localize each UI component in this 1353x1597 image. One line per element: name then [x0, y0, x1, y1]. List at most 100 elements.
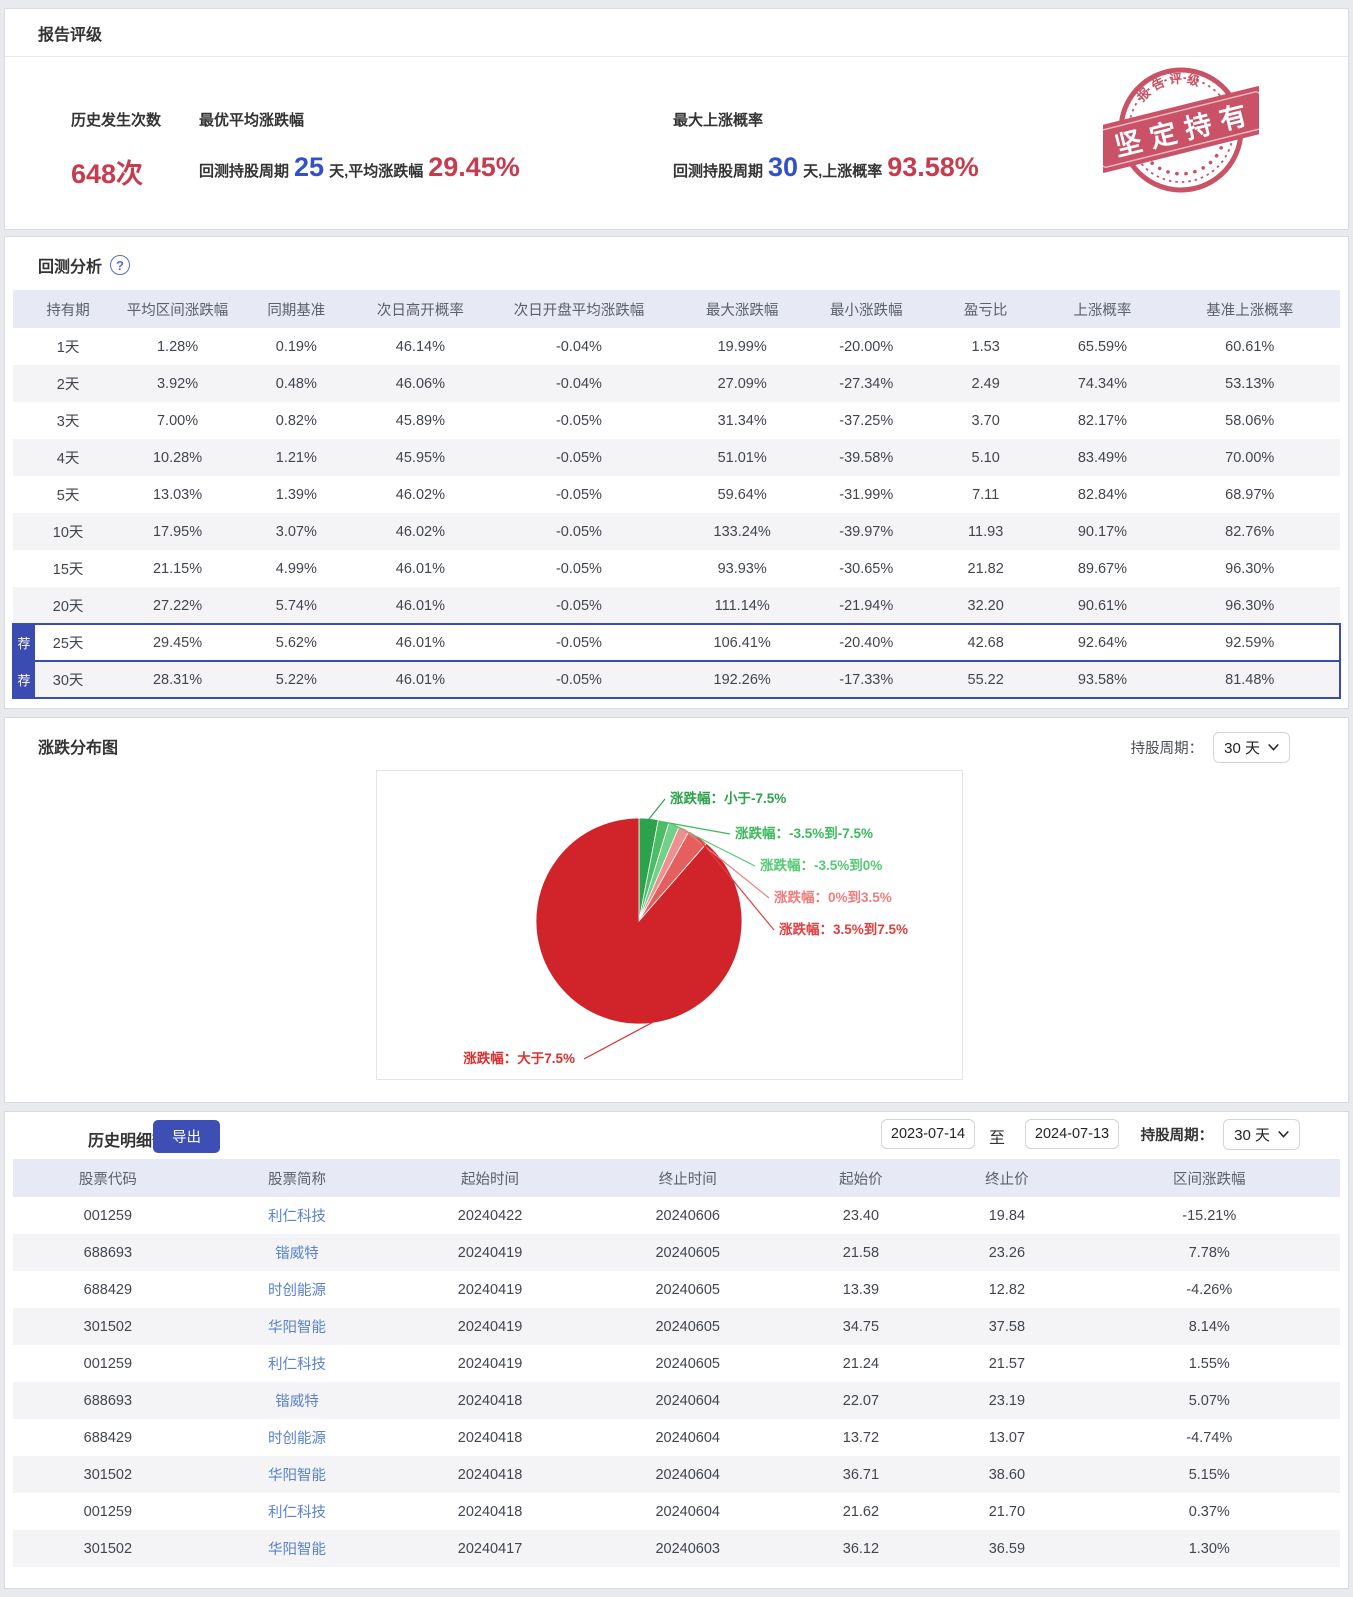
cell: 7.00%	[156, 412, 199, 429]
cell: 5.22%	[275, 671, 317, 688]
end-date-cell: 20240604	[655, 1392, 720, 1409]
cell: -0.05%	[555, 449, 602, 466]
cell: 111.14%	[714, 597, 770, 614]
cell: -0.05%	[555, 523, 602, 540]
start-price-cell: 13.72	[842, 1429, 880, 1446]
end-price-cell: 21.70	[988, 1503, 1026, 1520]
end-date-cell: 20240604	[655, 1466, 720, 1483]
backtest-card: 回测分析 ? 持有期 平均区间涨跌幅 同期基准 次日高开概率 次日开盘平均涨跌幅 最大涨跌…	[4, 236, 1349, 709]
end-date-cell: 20240605	[655, 1244, 720, 1261]
cell: 90.61%	[1077, 597, 1128, 614]
cell: 5天	[56, 488, 80, 504]
backtest-header-row: 持有期 平均区间涨跌幅 同期基准 次日高开概率 次日开盘平均涨跌幅 最大涨跌幅 最小涨跌幅 盈…	[13, 290, 1340, 328]
cell: 5.74%	[275, 597, 317, 614]
pie-label-leader-line	[663, 821, 731, 835]
help-icon[interactable]: ?	[110, 255, 131, 275]
change-cell: 0.37%	[1188, 1503, 1230, 1520]
occurrence-stat: 历史发生次数 648次	[71, 109, 161, 191]
cell: 46.02%	[395, 523, 445, 540]
distribution-period-label: 持股周期：	[1130, 741, 1204, 757]
stock-name-link[interactable]: 时创能源	[267, 1431, 326, 1447]
cell: 4.99%	[275, 560, 317, 577]
backtest-row: 5天 13.03% 1.39% 46.02% -0.05% 59.64% -31.99% 7.…	[13, 476, 1340, 513]
cell: 0.82%	[275, 412, 317, 429]
cell: 10天	[52, 525, 84, 541]
cell: 0.48%	[275, 375, 317, 392]
change-cell: 8.14%	[1188, 1318, 1230, 1335]
cell: 7.11	[972, 486, 1000, 503]
start-price-cell: 13.39	[842, 1281, 880, 1298]
start-price-cell: 21.24	[842, 1355, 880, 1372]
backtest-row: 4天 10.28% 1.21% 45.95% -0.05% 51.01% -39.58% 5.…	[13, 439, 1340, 476]
cell: -0.05%	[555, 486, 602, 503]
cell: -0.04%	[555, 338, 602, 355]
best-average-label: 最优平均涨跌幅	[199, 112, 305, 129]
cell: 荐 30天	[13, 661, 123, 698]
cell: 3.92%	[156, 375, 199, 392]
pie-label-leader-line	[697, 837, 775, 931]
cell: 51.01%	[717, 449, 767, 466]
column-header: 上涨概率	[1073, 302, 1132, 319]
cell: 1天	[56, 340, 80, 356]
history-period-select[interactable]: 30 天	[1223, 1119, 1300, 1150]
history-row: 001259 利仁科技 20240422 20240606 23.40 19.84 -15.…	[13, 1197, 1340, 1234]
cell: 58.06%	[1225, 412, 1275, 429]
cell: -31.99%	[839, 486, 894, 503]
end-date-cell: 20240606	[655, 1207, 720, 1224]
cell: 2天	[56, 377, 80, 393]
distribution-period-value: 30 天	[1224, 740, 1260, 757]
start-price-cell: 36.71	[842, 1466, 880, 1483]
stock-name-link[interactable]: 时创能源	[267, 1283, 326, 1299]
cell: 82.84%	[1077, 486, 1128, 503]
distribution-section-title: 涨跌分布图	[38, 740, 119, 757]
stock-name-link[interactable]: 利仁科技	[267, 1505, 326, 1521]
max-probability-stat: 最大上涨概率 回测持股周期 30 天,上涨概率 93.58%	[673, 109, 979, 183]
column-header: 次日高开概率	[376, 302, 464, 319]
max-probability-prefix: 回测持股周期	[673, 163, 764, 180]
stock-name-link[interactable]: 锴威特	[275, 1394, 319, 1410]
cell: 46.01%	[395, 634, 445, 651]
cell: 46.01%	[395, 560, 445, 577]
cell: 21.15%	[152, 560, 203, 577]
column-header: 基准上涨概率	[1206, 302, 1294, 319]
column-header: 起始价	[839, 1171, 883, 1188]
cell: 42.68	[967, 634, 1004, 651]
cell: -30.65%	[839, 560, 894, 577]
cell: -39.97%	[839, 523, 894, 540]
stock-name-cell: 时创能源	[203, 1271, 391, 1308]
rating-card-header: 报告评级	[5, 9, 1348, 57]
history-table: 股票代码 股票简称 起始时间 终止时间 起始价 终止价 区间涨跌幅 001259 利仁科技 20…	[13, 1159, 1340, 1567]
rating-stamp-icon: 报告评级 坚定持有	[1088, 57, 1274, 206]
stock-name-link[interactable]: 利仁科技	[267, 1209, 326, 1225]
start-date-cell: 20240418	[457, 1429, 523, 1446]
stock-name-link[interactable]: 利仁科技	[267, 1357, 326, 1373]
start-date-cell: 20240418	[457, 1503, 523, 1520]
export-button[interactable]: 导出	[153, 1120, 220, 1153]
cell: 20天	[52, 599, 84, 615]
end-date-input[interactable]: 2024-07-13	[1025, 1119, 1119, 1149]
cell: -0.05%	[555, 412, 602, 429]
cell: 93.93%	[717, 560, 767, 577]
change-cell: 5.07%	[1188, 1392, 1230, 1409]
history-row: 688429 时创能源 20240418 20240604 13.72 13.07 -4.7…	[13, 1419, 1340, 1456]
cell: 90.17%	[1077, 523, 1128, 540]
stock-name-link[interactable]: 华阳智能	[267, 1320, 326, 1336]
cell: 1.39%	[275, 486, 317, 503]
cell: -0.05%	[555, 560, 602, 577]
stock-name-link[interactable]: 华阳智能	[267, 1468, 326, 1484]
cell: 106.41%	[713, 634, 771, 651]
backtest-row-recommended: 荐 25天 29.45% 5.62% 46.01% -0.05% 106.41% -20.40…	[12, 623, 1341, 662]
pie-slice-label: 涨跌幅：-3.5%到0%	[760, 857, 882, 873]
stock-name-link[interactable]: 锴威特	[275, 1246, 319, 1262]
cell: 74.34%	[1077, 375, 1128, 392]
max-probability-days: 30	[768, 152, 799, 182]
stock-name-cell: 利仁科技	[203, 1493, 391, 1530]
stock-name-link[interactable]: 华阳智能	[267, 1542, 326, 1558]
column-header: 平均区间涨跌幅	[126, 302, 229, 319]
cell: 15天	[52, 562, 84, 578]
column-header: 终止价	[985, 1171, 1029, 1188]
start-date-input[interactable]: 2023-07-14	[881, 1119, 975, 1149]
distribution-period-select[interactable]: 30 天	[1213, 732, 1290, 763]
backtest-section-title: 回测分析	[38, 259, 103, 276]
cell: 46.01%	[395, 671, 445, 688]
